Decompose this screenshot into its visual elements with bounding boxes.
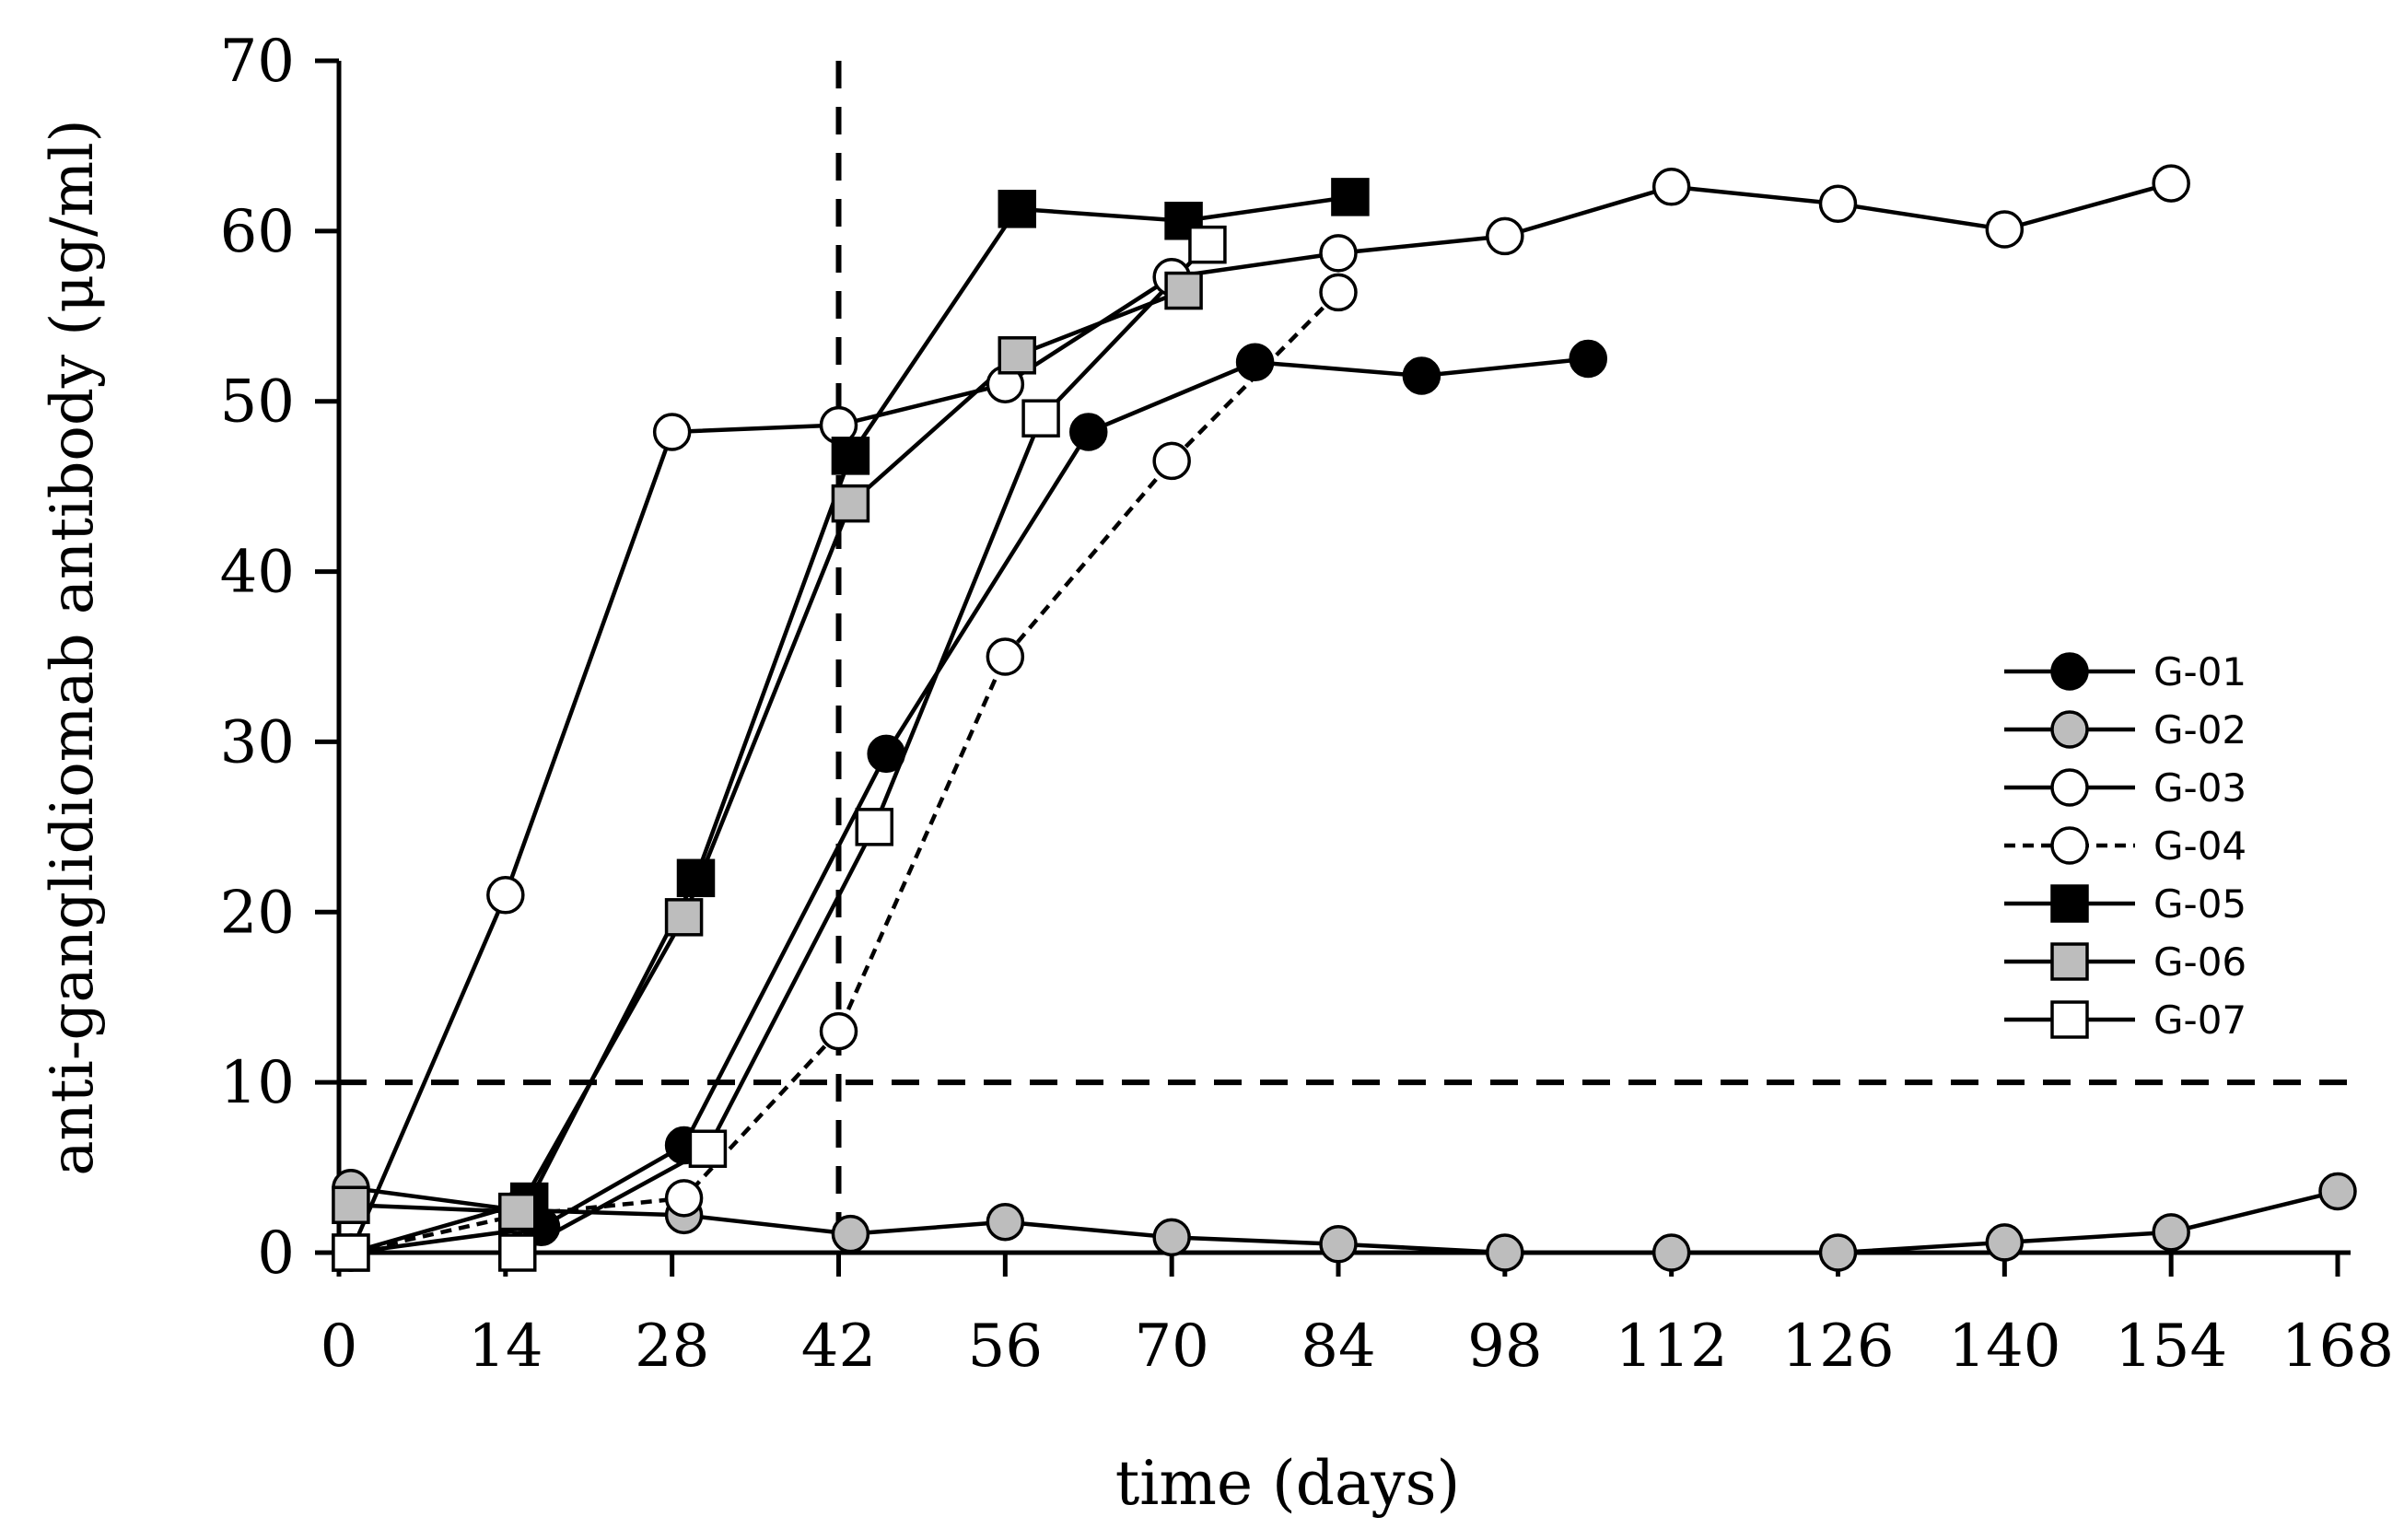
data-point-g-06 [831, 484, 870, 523]
data-point-g-06 [498, 1192, 537, 1231]
data-point-g-07 [688, 1129, 728, 1168]
data-point-g-03 [1319, 234, 1358, 273]
data-point-g-04 [664, 1179, 704, 1218]
data-point-g-07 [332, 1233, 370, 1272]
legend-label-g-06: G-06 [2153, 939, 2246, 985]
legend-label-g-02: G-02 [2153, 707, 2246, 752]
data-point-g-06 [664, 898, 704, 937]
y-tick-label: 70 [220, 28, 295, 96]
data-point-g-02 [1319, 1225, 1358, 1264]
series-lines [348, 181, 2339, 1255]
legend-marker-g-02 [2050, 710, 2089, 749]
axes: 0 10 20 30 40 50 60 70 0 14 28 42 56 70 84 98 112 126 140 1… [220, 28, 2395, 1381]
legend-marker-g-04 [2050, 826, 2089, 865]
data-point-g-02 [1651, 1233, 1691, 1272]
series-line-g-07 [350, 243, 1209, 1255]
data-point-g-01 [1569, 339, 1607, 379]
legend-marker-g-03 [2050, 768, 2089, 807]
series-markers [332, 164, 2357, 1272]
data-point-g-07 [1021, 399, 1060, 438]
data-point-g-02 [1486, 1233, 1524, 1272]
x-axis-title: time (days) [1115, 1448, 1461, 1519]
legend-label-g-01: G-01 [2153, 649, 2246, 694]
x-tick-label: 98 [1467, 1312, 1542, 1381]
x-tick-label: 84 [1301, 1312, 1375, 1381]
data-point-g-05 [1331, 178, 1370, 216]
legend-marker-g-01 [2050, 652, 2089, 691]
data-point-g-05 [676, 858, 716, 898]
data-point-g-03 [1486, 216, 1524, 256]
data-point-g-06 [1164, 271, 1203, 310]
x-tick-label: 126 [1781, 1312, 1894, 1381]
y-tick-label: 0 [257, 1219, 295, 1288]
data-point-g-02 [831, 1214, 870, 1254]
data-point-g-07 [1188, 225, 1227, 264]
data-point-g-02 [1818, 1233, 1858, 1272]
y-tick-label: 60 [220, 198, 295, 266]
data-point-g-02 [1152, 1218, 1191, 1257]
data-point-g-01 [1402, 356, 1441, 395]
data-point-g-03 [1651, 168, 1691, 206]
legend: G-01 G-02 G-03 G-04 G-05 G-06 G-07 [2004, 649, 2246, 1043]
data-point-g-01 [867, 734, 905, 774]
data-point-g-07 [498, 1233, 537, 1272]
data-point-g-06 [332, 1185, 370, 1224]
data-point-g-05 [998, 190, 1036, 228]
data-point-g-03 [652, 413, 692, 451]
series-group [332, 164, 2357, 1272]
data-point-g-01 [1069, 413, 1108, 451]
reference-lines [339, 61, 2356, 1253]
data-point-g-03 [486, 876, 525, 915]
x-tick-label: 42 [801, 1312, 876, 1381]
y-tick-label: 30 [220, 708, 295, 776]
series-line-g-03 [348, 181, 2172, 1254]
legend-label-g-07: G-07 [2153, 998, 2246, 1043]
x-tick-label: 0 [321, 1312, 358, 1381]
y-tick-label: 50 [220, 368, 295, 437]
y-tick-label: 40 [220, 539, 295, 607]
legend-marker-g-05 [2050, 884, 2089, 923]
legend-marker-g-07 [2050, 1000, 2089, 1039]
y-tick-label: 10 [220, 1049, 295, 1117]
data-point-g-04 [819, 1011, 858, 1051]
x-tick-label: 56 [968, 1312, 1043, 1381]
data-point-g-03 [2152, 164, 2190, 203]
x-tick-label: 70 [1134, 1312, 1208, 1381]
x-tick-label: 154 [2115, 1312, 2227, 1381]
x-tick-label: 112 [1616, 1312, 1728, 1381]
data-point-g-04 [1319, 273, 1358, 312]
series-line-g-06 [350, 288, 1184, 1214]
data-point-g-02 [2318, 1172, 2357, 1211]
y-tick-label: 20 [220, 879, 295, 947]
data-point-g-04 [986, 637, 1025, 676]
data-point-g-01 [1235, 343, 1275, 381]
data-point-g-04 [1152, 441, 1191, 481]
data-point-g-03 [1985, 210, 2025, 249]
y-axis-title: anti-ganglidiomab antibody (μg/ml) [39, 119, 107, 1175]
series-line-g-05 [350, 194, 1351, 1255]
data-point-g-02 [1985, 1223, 2025, 1262]
legend-label-g-03: G-03 [2153, 765, 2246, 811]
legend-label-g-04: G-04 [2153, 823, 2246, 869]
legend-label-g-05: G-05 [2153, 881, 2246, 927]
x-tick-label: 28 [635, 1312, 709, 1381]
data-point-g-03 [1818, 184, 1858, 224]
x-tick-label: 14 [468, 1312, 543, 1381]
x-tick-label: 140 [1948, 1312, 2060, 1381]
data-point-g-06 [998, 336, 1036, 375]
data-point-g-07 [855, 808, 893, 846]
x-tick-label: 168 [2281, 1312, 2394, 1381]
legend-marker-g-06 [2050, 942, 2089, 981]
data-point-g-02 [2152, 1213, 2190, 1252]
data-point-g-05 [831, 437, 870, 475]
data-point-g-02 [986, 1202, 1025, 1242]
